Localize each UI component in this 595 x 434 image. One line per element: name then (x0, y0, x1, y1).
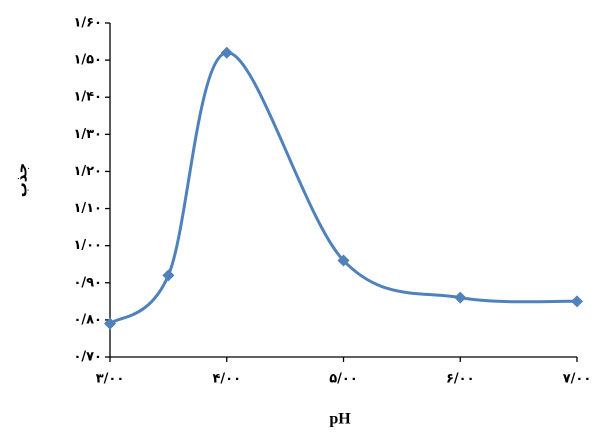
x-tick-label: ۵/۰۰ (329, 372, 358, 387)
y-tick-label: ۱/۴۰ (73, 90, 102, 105)
marker (220, 46, 233, 59)
y-tick-label: ۰/۸۰ (73, 312, 102, 327)
x-tick-label: ۳/۰۰ (96, 372, 125, 387)
y-tick-label: ۱/۶۰ (73, 16, 102, 31)
y-axis-label: جذب (13, 163, 31, 198)
x-tick-label: ۴/۰۰ (212, 372, 241, 387)
marker (571, 295, 583, 308)
marker (454, 291, 467, 304)
y-tick-label: ۱/۳۰ (73, 127, 102, 142)
marker (337, 254, 350, 267)
x-axis-label: pH (329, 411, 351, 428)
y-tick-label: ۱/۱۰ (73, 201, 102, 216)
data-line (109, 51, 578, 325)
y-tick-label: ۱/۰۰ (73, 238, 102, 253)
x-tick-label: ۶/۰۰ (446, 372, 475, 387)
y-tick-label: ۰/۹۰ (73, 275, 102, 290)
y-tick-label: ۱/۵۰ (73, 53, 102, 68)
marker (162, 269, 175, 282)
y-tick-label: ۰/۷۰ (73, 350, 102, 365)
x-tick-label: ۷/۰۰ (563, 372, 592, 387)
marker (104, 317, 116, 330)
y-tick-label: ۱/۲۰ (73, 164, 102, 179)
